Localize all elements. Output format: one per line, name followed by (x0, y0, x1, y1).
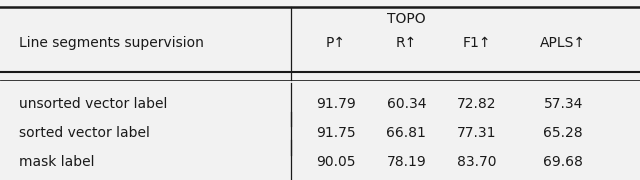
Text: 77.31: 77.31 (457, 126, 497, 140)
Text: APLS↑: APLS↑ (540, 36, 586, 50)
Text: R↑: R↑ (396, 36, 417, 50)
Text: sorted vector label: sorted vector label (19, 126, 150, 140)
Text: 72.82: 72.82 (457, 97, 497, 111)
Text: mask label: mask label (19, 155, 95, 169)
Text: TOPO: TOPO (387, 12, 426, 26)
Text: 91.79: 91.79 (316, 97, 356, 111)
Text: unsorted vector label: unsorted vector label (19, 97, 168, 111)
Text: 91.75: 91.75 (316, 126, 356, 140)
Text: 65.28: 65.28 (543, 126, 583, 140)
Text: 78.19: 78.19 (387, 155, 426, 169)
Text: P↑: P↑ (326, 36, 346, 50)
Text: 57.34: 57.34 (543, 97, 583, 111)
Text: Line segments supervision: Line segments supervision (19, 36, 204, 50)
Text: 60.34: 60.34 (387, 97, 426, 111)
Text: 90.05: 90.05 (316, 155, 356, 169)
Text: F1↑: F1↑ (463, 36, 491, 50)
Text: 83.70: 83.70 (457, 155, 497, 169)
Text: 66.81: 66.81 (387, 126, 426, 140)
Text: 69.68: 69.68 (543, 155, 583, 169)
